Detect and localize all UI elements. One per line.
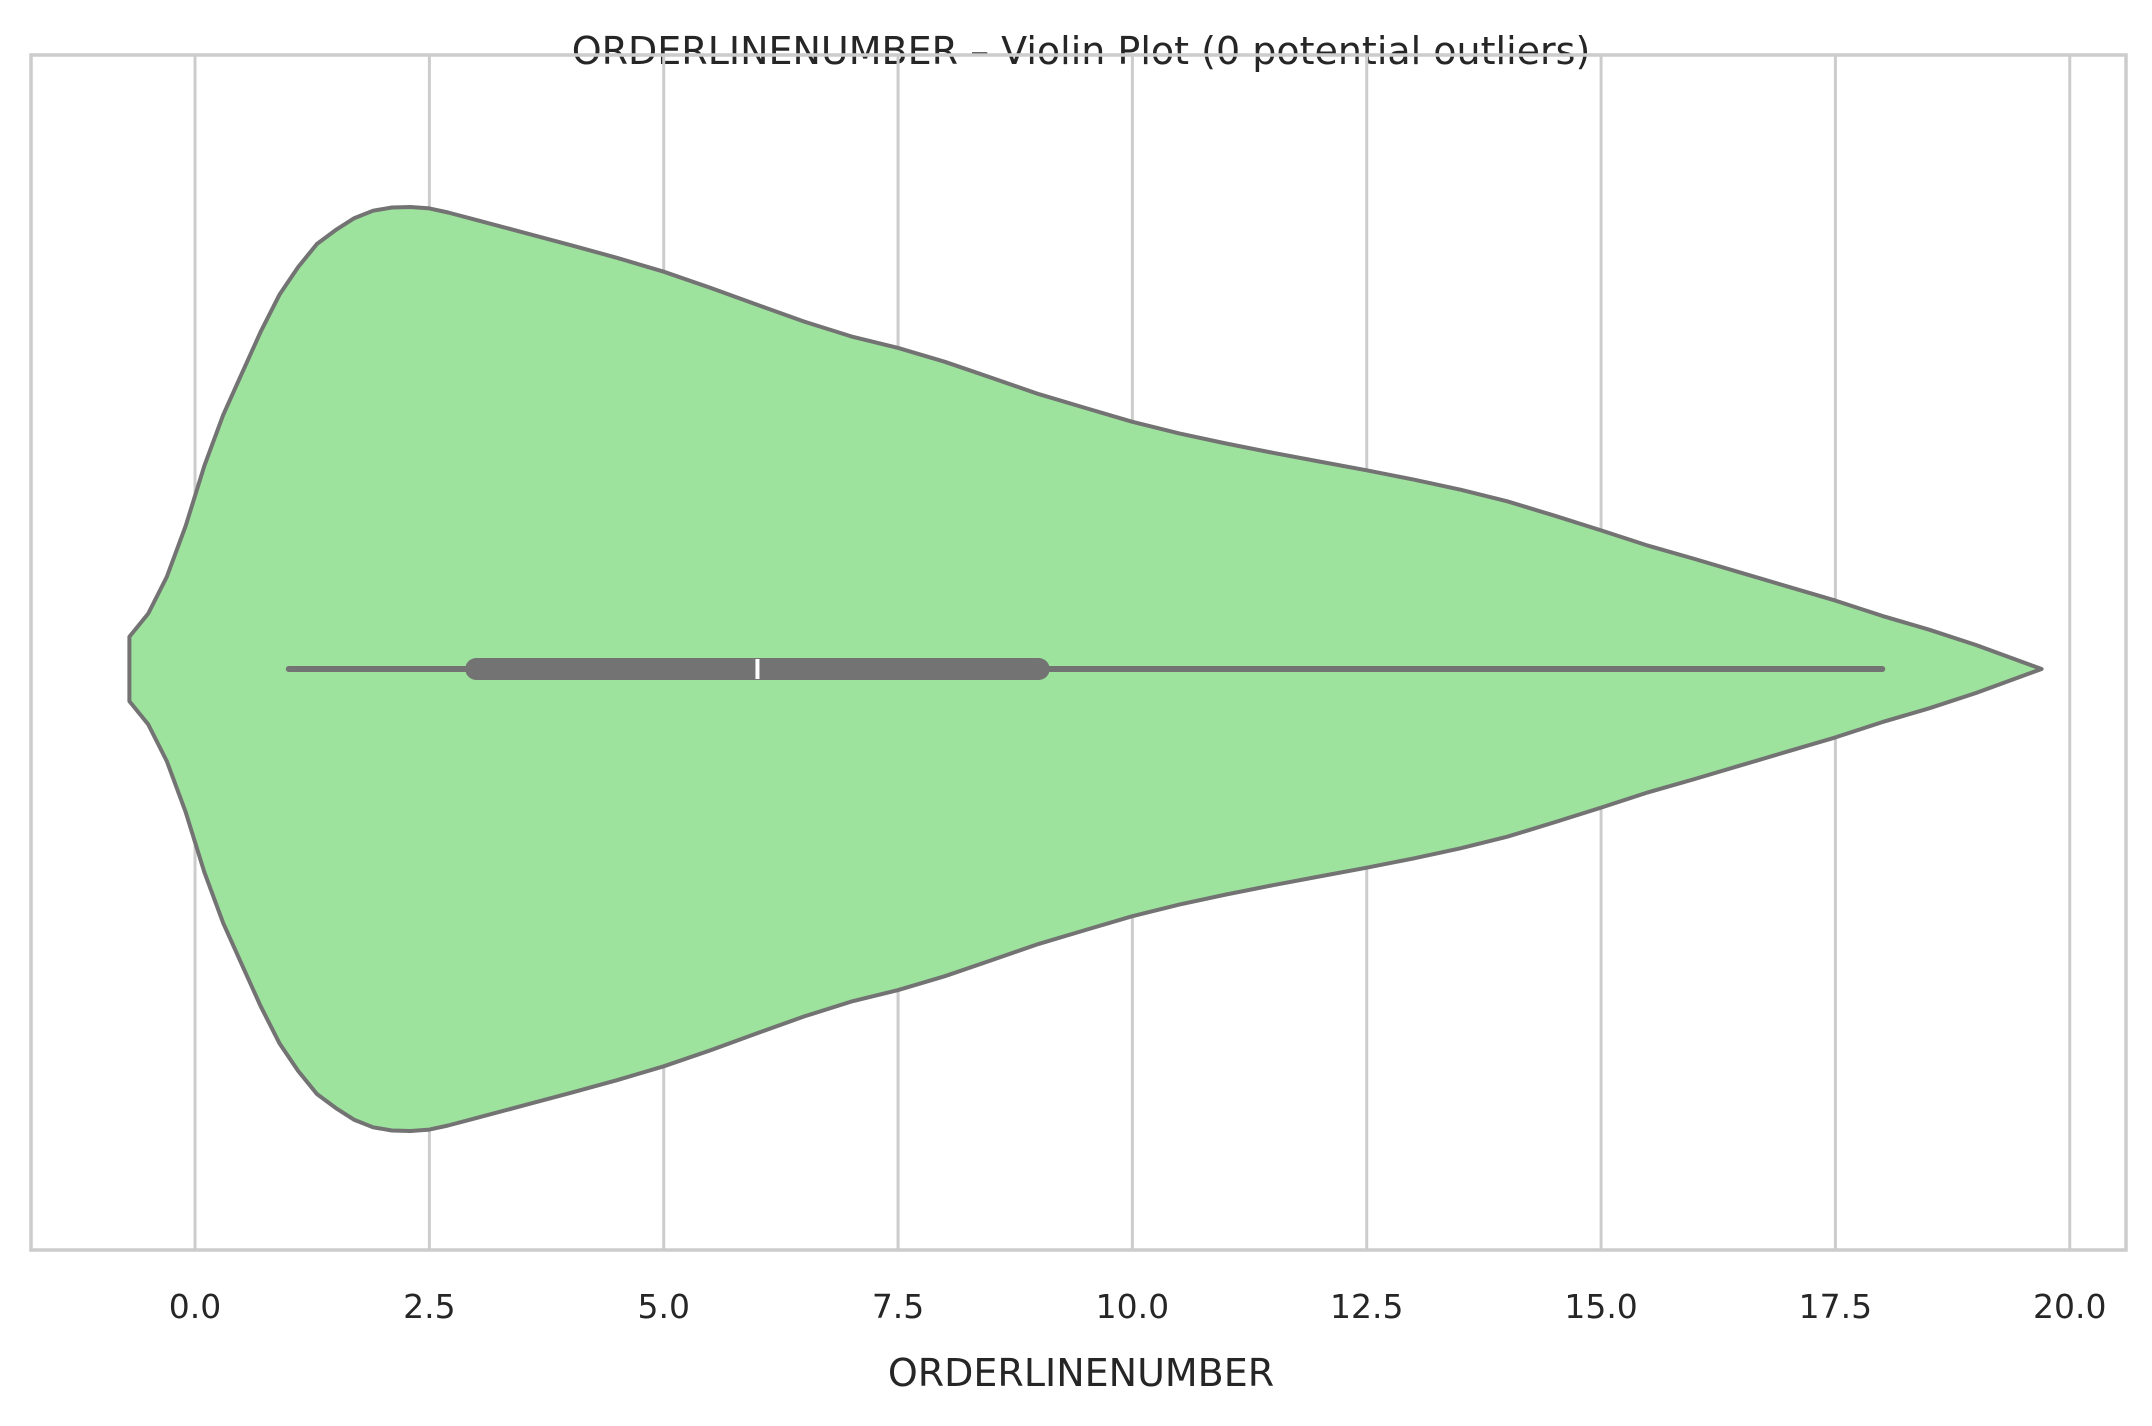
inner-boxplot-group: [285, 658, 1886, 680]
chart-title: ORDERLINENUMBER – Violin Plot (0 potenti…: [572, 29, 1591, 73]
x-tick-label-1: 2.5: [403, 1287, 455, 1326]
x-tick-label-5: 12.5: [1330, 1287, 1403, 1326]
x-tick-label-0: 0.0: [169, 1287, 221, 1326]
x-tick-labels: 0.0 2.5 5.0 7.5 10.0 12.5 15.0 17.5 20.0: [169, 1287, 2107, 1326]
plot-frame: [29, 53, 2128, 1252]
x-tick-label-6: 15.0: [1564, 1287, 1637, 1326]
x-axis-label: ORDERLINENUMBER: [888, 1351, 1274, 1395]
x-tick-label-7: 17.5: [1799, 1287, 1872, 1326]
x-tick-label-3: 7.5: [872, 1287, 924, 1326]
x-tick-label-8: 20.0: [2033, 1287, 2106, 1326]
x-tick-label-2: 5.0: [637, 1287, 689, 1326]
x-tick-label-4: 10.0: [1096, 1287, 1169, 1326]
